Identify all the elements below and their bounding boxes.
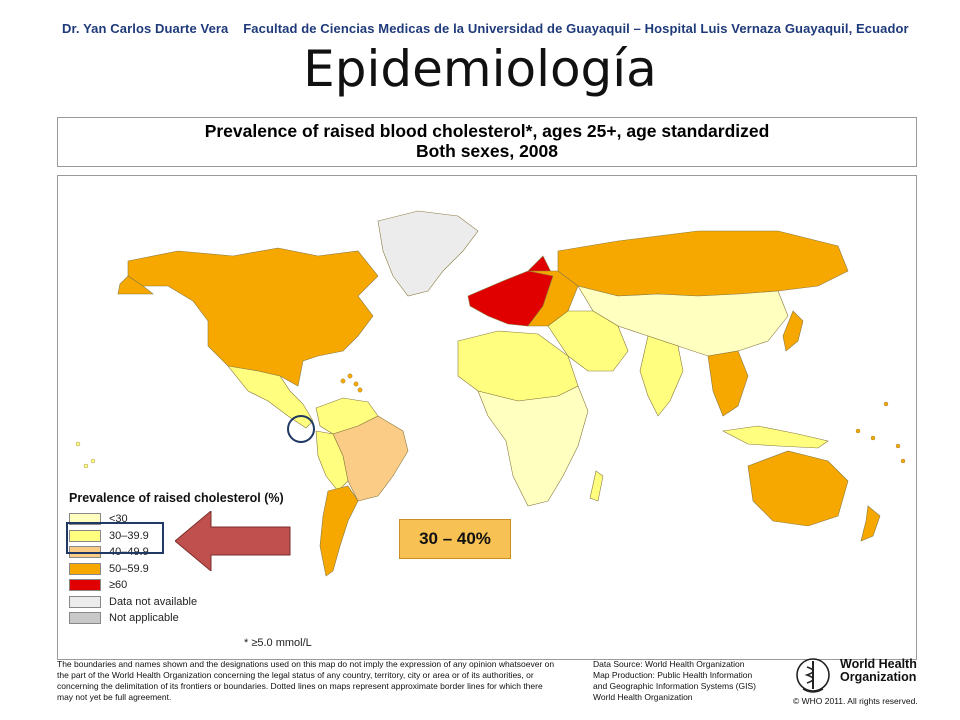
legend-item: Not applicable [69,610,284,627]
world-map-frame [57,175,917,660]
peru-bolivia [315,430,349,492]
credits-line: World Health Organization [593,692,693,702]
legend-swatch [69,562,101,575]
legend-label: Not applicable [109,612,179,625]
who-name-line: Organization [840,670,917,684]
map-title: Prevalence of raised blood cholesterol*,… [204,121,770,141]
author-affiliation: Facultad de Ciencias Medicas de la Unive… [243,21,909,36]
australia [747,450,849,527]
legend-label: 50–59.9 [109,562,149,575]
ecuador-circle-marker [287,415,315,443]
legend-swatch [69,595,101,608]
new-zealand [860,505,881,542]
japan [782,310,804,352]
legend-label: ≥60 [109,579,128,592]
legend-swatch [69,579,101,592]
who-name-line: World Health [840,657,917,671]
alaska [117,275,154,295]
who-copyright: © WHO 2011. All rights reserved. [793,696,918,706]
argentina-chile [319,485,359,577]
callout-box: 30 – 40% [399,519,511,559]
slide-title: Epidemiología [303,40,657,98]
central-asia [577,285,789,357]
left-arrow-icon [175,511,291,571]
mexico [227,365,314,429]
disclaimer-text: The boundaries and names shown and the d… [57,659,555,702]
southeast-asia [707,350,749,417]
pacific-islands [855,401,906,464]
legend-item: Data not available [69,594,284,611]
atlantic-islands [75,441,96,469]
greenland [377,210,479,297]
legend-label: 30–39.9 [109,529,149,542]
indonesia [722,425,829,449]
map-title-box: Prevalence of raised blood cholesterol*,… [57,117,917,167]
slide-header: Dr. Yan Carlos Duarte Vera Facultad de C… [62,21,909,36]
caribbean-islands [340,373,363,393]
india [639,335,684,417]
credits-line: Data Source: World Health Organization [593,659,745,669]
madagascar [589,470,604,502]
credits-line: and Geographic Information Systems (GIS) [593,681,756,691]
legend-item: ≥60 [69,577,284,594]
who-name: World Health Organization [840,658,917,684]
north-america [127,247,379,387]
credits: Data Source: World Health Organization M… [593,659,793,703]
who-emblem-icon [796,658,830,693]
legend-title: Prevalence of raised cholesterol (%) [69,491,284,505]
map-subtitle: Both sexes, 2008 [415,141,559,161]
russia [557,230,849,297]
footnote: * ≥5.0 mmol/L [244,637,312,649]
legend-swatch [69,529,101,542]
legend-item: 50–59.9 [69,561,284,578]
legend-item: 30–39.9 [69,528,284,545]
credits-line: Map Production: Public Health Informatio… [593,670,753,680]
author-name: Dr. Yan Carlos Duarte Vera [62,21,229,36]
legend-highlight-box [66,522,164,554]
world-map [75,210,906,577]
legend-label: Data not available [109,595,198,608]
map-legend: Prevalence of raised cholesterol (%) <30… [69,491,284,627]
sub-saharan-africa [477,385,589,507]
legend-swatch [69,612,101,625]
